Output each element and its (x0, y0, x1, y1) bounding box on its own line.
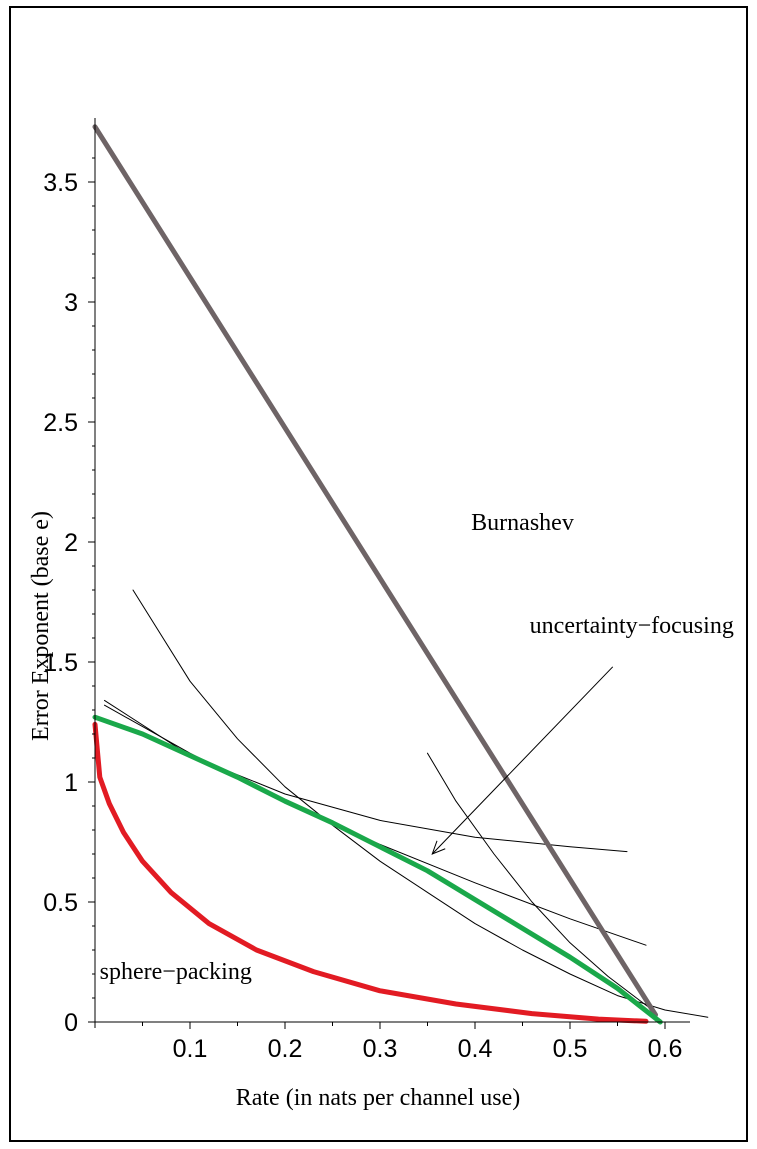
x-ticks: 0.1 0.2 0.3 0.4 0.5 0.6 (142, 1022, 683, 1063)
y-ticks: 0 0.5 1 1.5 2 2.5 3 3.5 (43, 157, 95, 1037)
x-axis-label: Rate (in nats per channel use) (236, 1085, 521, 1111)
y-tick-label: 3 (64, 289, 78, 317)
y-tick-label: 2 (64, 529, 78, 557)
x-tick-label: 0.1 (173, 1035, 208, 1063)
x-tick-label: 0.4 (458, 1035, 493, 1063)
series-line (92, 124, 658, 1018)
tangent-line (104, 704, 647, 946)
tangent-line (132, 589, 709, 1018)
annotation-label: uncertainty−focusing (530, 613, 734, 639)
annotation-label: sphere−packing (100, 959, 252, 985)
y-tick-label: 0 (64, 1009, 78, 1037)
series-line (92, 721, 649, 1024)
tangent-line (427, 752, 656, 1013)
tangent-line (104, 699, 628, 853)
axes-layer: 0.1 0.2 0.3 0.4 0.5 0.6 0 0.5 1 1.5 2 2.5 3 3.5 (43, 118, 690, 1063)
y-axis-label: Error Exponent (base e) (28, 511, 54, 741)
annotation-label: Burnashev (471, 510, 574, 536)
y-tick-label: 1 (64, 769, 78, 797)
x-tick-label: 0.6 (648, 1035, 683, 1063)
y-tick-label: 3.5 (43, 169, 78, 197)
curves-layer (92, 124, 709, 1025)
x-tick-label: 0.5 (553, 1035, 588, 1063)
series-line (92, 714, 663, 1025)
y-tick-label: 0.5 (43, 889, 78, 917)
y-tick-label: 2.5 (43, 409, 78, 437)
arrow-head (431, 840, 446, 855)
x-tick-label: 0.2 (268, 1035, 303, 1063)
annotations-layer: Burnashev uncertainty−focusing sphere−pack… (100, 510, 734, 985)
y-tick-label: 1.5 (43, 649, 78, 677)
x-tick-label: 0.3 (363, 1035, 398, 1063)
arrow-shaft (431, 666, 614, 855)
